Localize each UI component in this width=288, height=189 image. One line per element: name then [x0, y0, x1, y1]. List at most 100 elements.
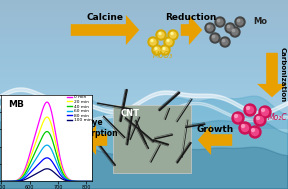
Text: Growth: Growth — [196, 125, 234, 135]
Text: Mo: Mo — [253, 18, 267, 26]
Circle shape — [156, 30, 166, 40]
Circle shape — [51, 131, 53, 133]
Circle shape — [150, 39, 156, 45]
Circle shape — [24, 143, 31, 150]
Circle shape — [230, 27, 240, 37]
Circle shape — [164, 37, 174, 47]
Circle shape — [19, 151, 23, 155]
Circle shape — [19, 138, 23, 142]
Circle shape — [217, 19, 223, 25]
Circle shape — [163, 47, 165, 50]
Circle shape — [207, 25, 213, 31]
Text: Carbonization: Carbonization — [280, 47, 286, 103]
Circle shape — [50, 169, 57, 176]
Circle shape — [22, 154, 33, 165]
Circle shape — [37, 130, 44, 137]
Circle shape — [37, 156, 44, 163]
Circle shape — [259, 106, 271, 118]
Circle shape — [215, 17, 225, 27]
Circle shape — [210, 33, 220, 43]
Circle shape — [25, 131, 27, 133]
Circle shape — [38, 157, 40, 159]
Circle shape — [171, 33, 173, 35]
Circle shape — [249, 126, 261, 138]
Circle shape — [24, 130, 31, 137]
Circle shape — [235, 17, 245, 27]
Circle shape — [239, 122, 251, 134]
Circle shape — [38, 144, 40, 146]
Circle shape — [232, 29, 238, 35]
Circle shape — [37, 169, 44, 176]
Circle shape — [20, 152, 22, 154]
Circle shape — [159, 33, 161, 35]
Text: Mo₂C: Mo₂C — [268, 114, 288, 122]
Circle shape — [50, 156, 57, 163]
Circle shape — [154, 47, 160, 53]
Circle shape — [12, 157, 14, 159]
Circle shape — [242, 125, 245, 128]
Circle shape — [11, 143, 18, 150]
Circle shape — [227, 25, 233, 31]
Circle shape — [12, 144, 14, 146]
Text: Reduction: Reduction — [165, 13, 217, 22]
Circle shape — [232, 29, 235, 32]
Circle shape — [35, 167, 46, 178]
Circle shape — [9, 141, 20, 152]
Circle shape — [222, 39, 228, 45]
Circle shape — [46, 152, 48, 154]
Legend: 0 min, 20 min, 40 min, 60 min, 80 min, 100 min: 0 min, 20 min, 40 min, 60 min, 80 min, 1… — [67, 95, 91, 122]
Circle shape — [37, 143, 44, 150]
Circle shape — [217, 19, 220, 22]
Circle shape — [244, 104, 256, 116]
Circle shape — [24, 156, 31, 163]
Circle shape — [20, 139, 22, 141]
Text: CNT: CNT — [121, 109, 140, 118]
Circle shape — [46, 165, 48, 167]
Circle shape — [46, 139, 48, 141]
Circle shape — [262, 108, 268, 115]
Circle shape — [51, 157, 53, 159]
Circle shape — [212, 35, 218, 41]
Text: Calcine: Calcine — [86, 13, 124, 22]
Circle shape — [254, 114, 266, 126]
Circle shape — [234, 115, 242, 122]
Circle shape — [48, 167, 59, 178]
Circle shape — [207, 25, 210, 28]
Circle shape — [50, 143, 57, 150]
Text: MoO₃: MoO₃ — [153, 50, 173, 60]
Circle shape — [38, 131, 40, 133]
Circle shape — [166, 39, 172, 45]
Circle shape — [11, 156, 18, 163]
Circle shape — [152, 45, 162, 55]
Circle shape — [168, 30, 178, 40]
Circle shape — [48, 128, 59, 139]
Circle shape — [33, 165, 35, 167]
Circle shape — [32, 138, 36, 142]
Circle shape — [205, 23, 215, 33]
Circle shape — [251, 129, 255, 132]
Circle shape — [48, 154, 59, 165]
Circle shape — [227, 25, 230, 28]
Circle shape — [9, 154, 20, 165]
Circle shape — [35, 154, 46, 165]
Circle shape — [247, 106, 253, 114]
Circle shape — [242, 125, 249, 132]
FancyBboxPatch shape — [113, 105, 191, 173]
Circle shape — [38, 170, 40, 172]
Circle shape — [20, 165, 22, 167]
Circle shape — [167, 40, 169, 42]
Circle shape — [33, 152, 35, 154]
Circle shape — [160, 45, 170, 55]
Circle shape — [11, 130, 18, 137]
Circle shape — [155, 47, 157, 50]
Circle shape — [45, 138, 49, 142]
Circle shape — [45, 164, 49, 168]
Circle shape — [148, 37, 158, 47]
Circle shape — [262, 108, 264, 112]
Circle shape — [25, 157, 27, 159]
Circle shape — [19, 164, 23, 168]
Text: MB: MB — [8, 100, 24, 109]
Circle shape — [22, 167, 33, 178]
Circle shape — [170, 32, 176, 38]
Circle shape — [48, 141, 59, 152]
